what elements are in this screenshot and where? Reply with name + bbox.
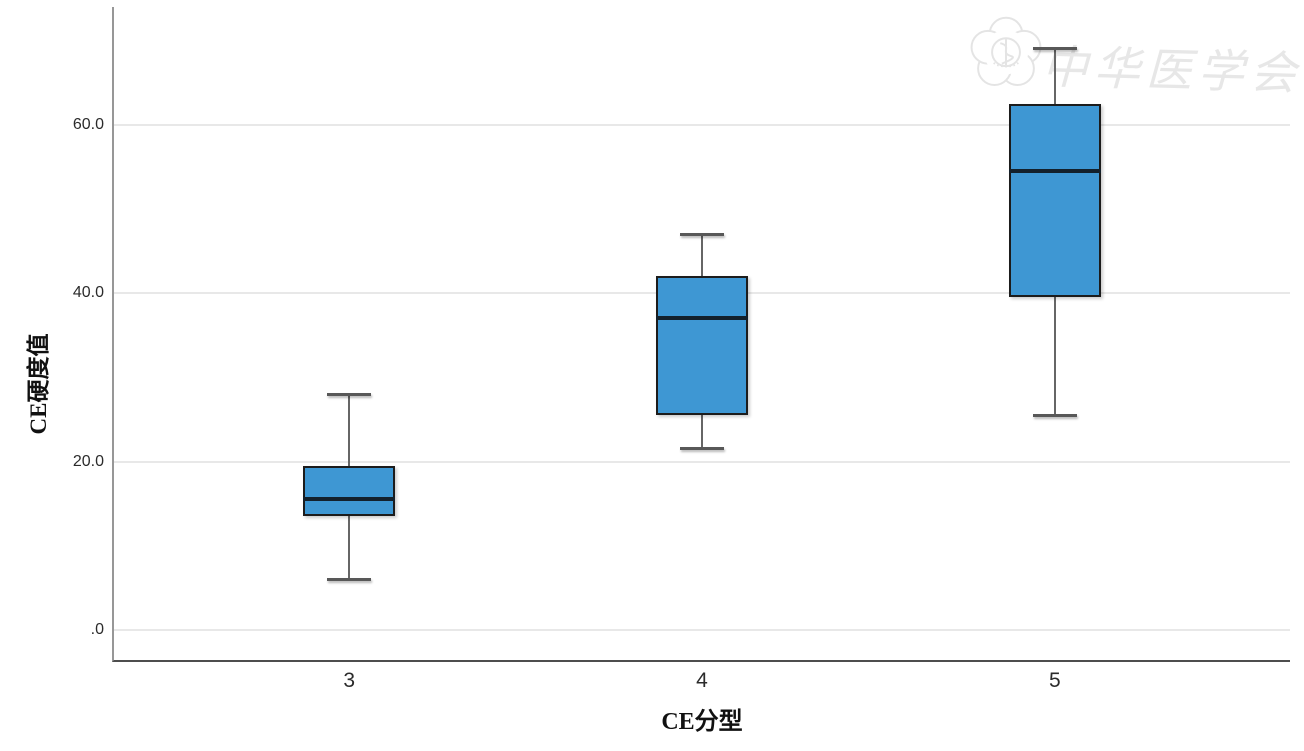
whisker-cap-low bbox=[1032, 413, 1077, 417]
y-tick-label: 60.0 bbox=[72, 115, 104, 133]
plot-area: .0 20.0 40.0 60.0 3 4 5 bbox=[73, 7, 1290, 692]
whisker-cap-high bbox=[327, 392, 372, 396]
x-tick-label: 3 bbox=[343, 669, 356, 692]
box-category-3 bbox=[303, 465, 396, 517]
x-tick-label: 5 bbox=[1048, 669, 1061, 692]
y-tick-label: 40.0 bbox=[72, 284, 104, 302]
whisker-cap-high bbox=[1032, 47, 1077, 51]
y-tick-label: .0 bbox=[90, 621, 104, 639]
watermark: 中华医学会 bbox=[0, 0, 1304, 140]
median-line bbox=[303, 497, 396, 502]
y-tick-label: 20.0 bbox=[72, 452, 104, 470]
median-line bbox=[1008, 168, 1101, 173]
whisker-cap-low bbox=[680, 447, 724, 451]
y-axis-title: CE硬度值 bbox=[26, 333, 51, 435]
x-axis-title: CE分型 bbox=[661, 709, 743, 735]
median-line bbox=[656, 316, 748, 321]
x-tick-label: 4 bbox=[696, 669, 708, 692]
box-category-4 bbox=[656, 276, 748, 416]
whisker-cap-low bbox=[327, 577, 372, 581]
gridline bbox=[114, 123, 1290, 126]
whisker-cap-high bbox=[680, 232, 724, 236]
gridline bbox=[114, 460, 1290, 463]
box-category-5 bbox=[1008, 103, 1101, 298]
gridline bbox=[114, 629, 1290, 632]
cma-serpent-staff-emblem-icon bbox=[970, 16, 1042, 86]
